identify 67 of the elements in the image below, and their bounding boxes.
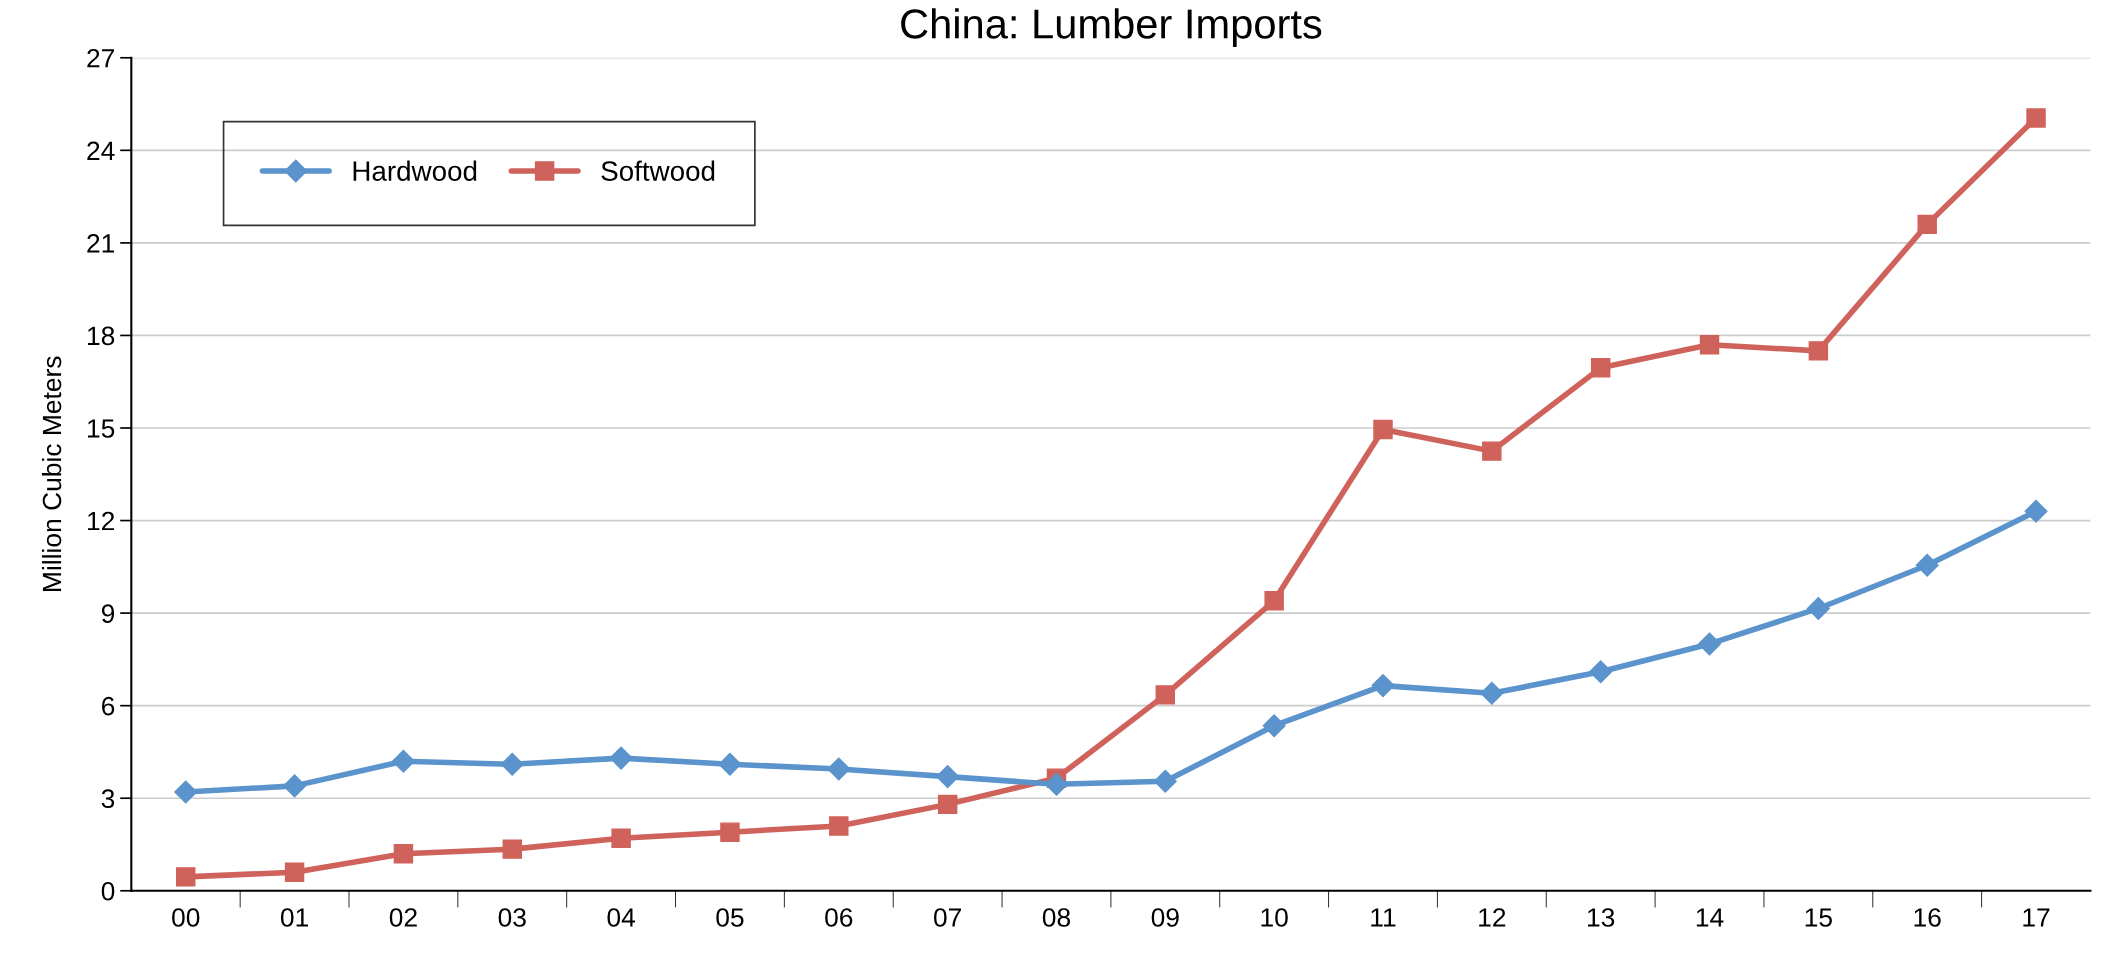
point	[1698, 632, 1722, 656]
point	[936, 765, 960, 789]
chart-title: China: Lumber Imports	[901, 8, 1322, 47]
point	[1917, 214, 1937, 235]
y-tick-label: 3	[101, 789, 115, 809]
y-tick-label: 18	[88, 326, 115, 346]
legend-label: Hardwood	[353, 160, 477, 181]
y-tick-label: 9	[101, 604, 115, 623]
point	[1808, 341, 1829, 361]
x-tick-label: 10	[1261, 908, 1288, 927]
point	[2026, 108, 2046, 128]
point	[174, 780, 198, 804]
point	[1806, 596, 1830, 620]
x-tick-label: 08	[1042, 908, 1070, 927]
point	[393, 844, 414, 864]
point	[609, 746, 633, 770]
point	[176, 867, 196, 887]
point	[829, 816, 849, 836]
point	[1482, 441, 1502, 461]
point	[283, 774, 307, 798]
point	[1480, 681, 1504, 705]
x-tick-label: 07	[933, 908, 961, 927]
point	[1371, 674, 1395, 698]
point	[1044, 772, 1068, 796]
point	[611, 828, 631, 849]
y-tick-label: 15	[88, 419, 115, 438]
point	[502, 839, 522, 859]
x-tick-label: 06	[825, 908, 853, 927]
x-tick-label: 14	[1696, 908, 1724, 927]
x-tick-label: 13	[1588, 908, 1615, 927]
point	[500, 752, 524, 776]
point	[1590, 358, 1611, 378]
x-tick-label: 00	[172, 908, 200, 927]
point	[1262, 714, 1286, 738]
point	[1699, 334, 1720, 355]
y-tick-label: 21	[87, 234, 115, 253]
point	[284, 862, 305, 882]
y-tick-label: 12	[88, 511, 115, 531]
x-tick-label: 05	[716, 908, 744, 927]
x-tick-label: 01	[280, 908, 308, 927]
point	[827, 757, 851, 781]
x-tick-label: 17	[2023, 908, 2050, 927]
legend-label: Softwood	[601, 160, 715, 181]
y-tick-label: 6	[102, 696, 115, 716]
x-tick-label: 15	[1805, 908, 1832, 927]
point	[2024, 499, 2048, 523]
x-tick-label: 03	[498, 908, 526, 927]
y-tick-label: 24	[87, 141, 115, 160]
x-tick-label: 02	[389, 908, 417, 927]
x-tick-label: 11	[1371, 908, 1396, 927]
point	[1153, 769, 1177, 793]
point	[1373, 419, 1393, 440]
point	[1264, 591, 1284, 611]
point	[720, 822, 740, 842]
point	[391, 749, 415, 773]
x-tick-label: 12	[1479, 908, 1506, 927]
point	[1589, 660, 1613, 684]
y-tick-label: 0	[101, 881, 115, 901]
point	[1155, 685, 1176, 705]
point	[937, 794, 958, 815]
x-tick-label: 09	[1151, 908, 1179, 927]
y-axis-title: Million Cubic Meters	[41, 356, 62, 591]
y-tick-label: 27	[87, 48, 115, 68]
point	[718, 752, 742, 776]
x-tick-label: 04	[607, 908, 636, 927]
x-tick-label: 16	[1914, 908, 1941, 927]
point	[1915, 553, 1939, 577]
